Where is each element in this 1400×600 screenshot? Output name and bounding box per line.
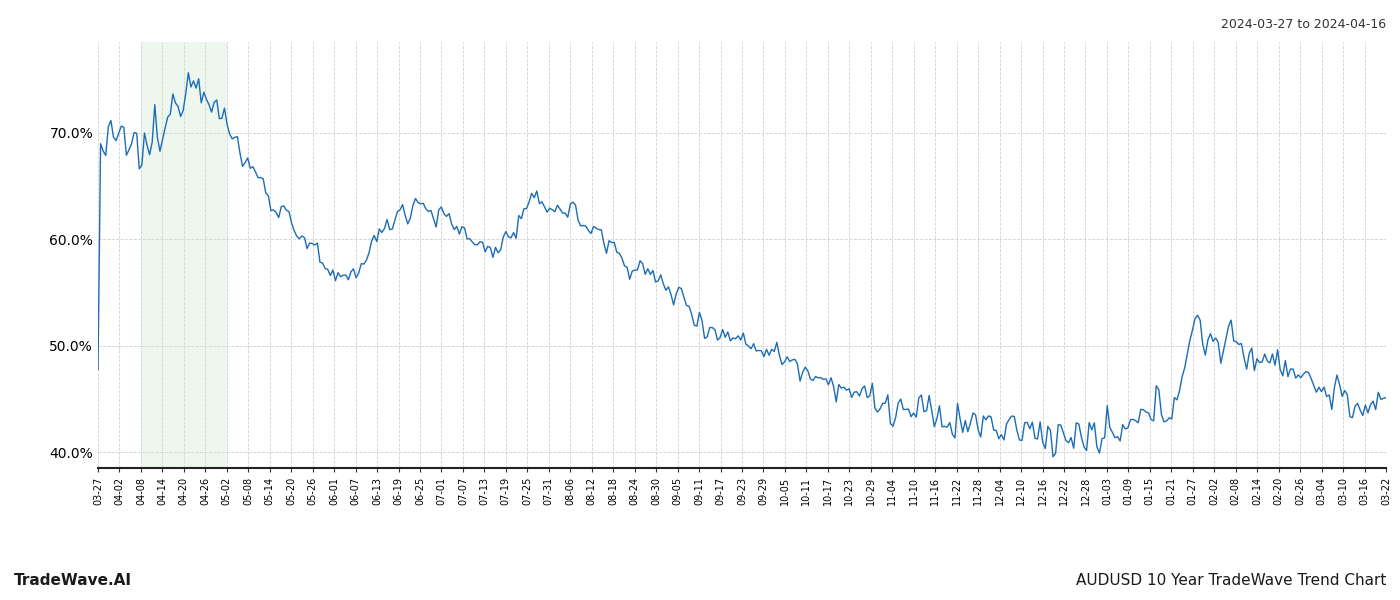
Text: 2024-03-27 to 2024-04-16: 2024-03-27 to 2024-04-16 [1221,18,1386,31]
Text: TradeWave.AI: TradeWave.AI [14,573,132,588]
Bar [141,42,227,468]
Text: AUDUSD 10 Year TradeWave Trend Chart: AUDUSD 10 Year TradeWave Trend Chart [1075,573,1386,588]
